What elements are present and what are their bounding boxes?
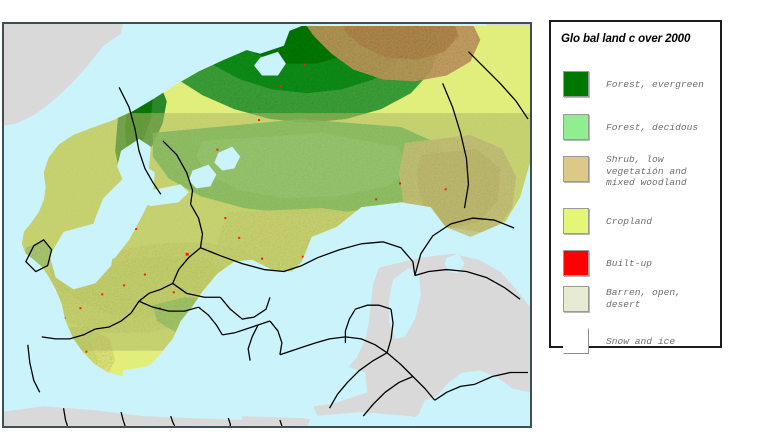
- shrub-swatch: [563, 156, 589, 182]
- inland-water-layer: [49, 24, 489, 426]
- legend-title: Glo bal land c over 2000: [561, 33, 691, 45]
- legend-item-label: Barren, open, desert: [606, 287, 681, 310]
- legend-panel: Glo bal land c over 2000 Forest, evergre…: [549, 20, 722, 354]
- legend-item-label: Forest, evergreen: [606, 79, 704, 90]
- legend-item-label: Snow and ice: [606, 336, 676, 347]
- map-raster-svg: [4, 24, 530, 426]
- barren-swatch: [563, 286, 589, 312]
- legend-item-label: Cropland: [606, 216, 653, 227]
- legend-item-label: Forest, decidous: [606, 122, 699, 133]
- built-up-swatch: [563, 250, 589, 276]
- forest-decidous-swatch: [563, 114, 589, 140]
- map-figure: [2, 22, 532, 428]
- country-borders-layer: [25, 51, 529, 426]
- snow-ice-swatch: [563, 328, 589, 354]
- forest-evergreen-swatch: [563, 71, 589, 97]
- legend-item-label: Built-up: [606, 258, 653, 269]
- legend-item-label: Shrub, low vegetatión and mixed woodlan…: [606, 154, 687, 188]
- cropland-swatch: [563, 208, 589, 234]
- map-canvas[interactable]: [4, 24, 530, 426]
